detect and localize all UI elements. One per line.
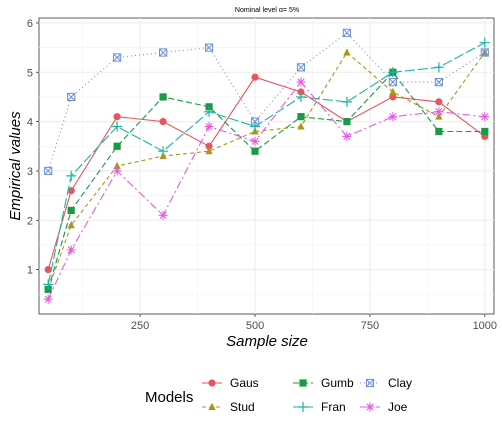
data-point-gaus bbox=[435, 98, 443, 106]
y-axis-title: Empirical values bbox=[7, 111, 24, 221]
data-point-clay bbox=[44, 166, 53, 176]
data-point-gumb bbox=[251, 147, 259, 155]
data-point-joe bbox=[388, 112, 398, 122]
data-point-fran bbox=[341, 96, 352, 107]
data-point-joe bbox=[158, 210, 168, 220]
y-tick-label: 6 bbox=[27, 18, 33, 30]
data-point-joe bbox=[204, 122, 214, 132]
data-point-joe bbox=[296, 77, 306, 87]
y-tick-label: 1 bbox=[27, 265, 33, 277]
x-tick-label: 750 bbox=[361, 320, 379, 332]
data-point-fran bbox=[158, 146, 169, 157]
data-point-stud bbox=[205, 147, 213, 155]
legend-title: Models bbox=[145, 389, 193, 406]
data-point-joe bbox=[434, 107, 444, 117]
y-tick-label: 4 bbox=[27, 117, 33, 129]
legend-label-clay: Clay bbox=[388, 376, 412, 390]
series-line-gumb bbox=[47, 71, 485, 290]
x-tick-label: 250 bbox=[131, 320, 149, 332]
series-fran bbox=[43, 37, 490, 290]
data-point-gaus bbox=[159, 118, 167, 126]
y-tick-label: 2 bbox=[27, 215, 33, 227]
data-point-joe bbox=[480, 112, 490, 122]
legend-marker-gumb bbox=[299, 379, 307, 387]
data-point-joe bbox=[112, 166, 122, 176]
data-point-clay bbox=[250, 117, 260, 126]
data-point-gumb bbox=[343, 118, 351, 126]
data-point-fran bbox=[204, 106, 215, 117]
data-point-gumb bbox=[67, 206, 75, 214]
series-layer bbox=[43, 28, 490, 304]
data-point-stud bbox=[297, 122, 305, 130]
data-point-gumb bbox=[435, 127, 443, 136]
legend-marker-joe bbox=[365, 402, 375, 412]
axes: 250 500 750 1000 1 2 3 4 5 6 bbox=[27, 18, 497, 332]
data-point-stud bbox=[389, 87, 397, 95]
series-line-clay bbox=[47, 32, 486, 172]
data-point-stud bbox=[67, 221, 75, 229]
data-point-clay bbox=[480, 48, 489, 57]
y-tick-label: 5 bbox=[27, 67, 33, 79]
y-tick-label: 3 bbox=[27, 166, 33, 178]
legend-label-stud: Stud bbox=[230, 400, 255, 414]
data-point-gumb bbox=[113, 142, 121, 150]
data-point-gaus bbox=[67, 187, 75, 195]
data-point-clay bbox=[67, 92, 76, 102]
data-point-clay bbox=[296, 63, 306, 72]
grid bbox=[39, 18, 494, 314]
data-point-clay bbox=[158, 48, 168, 57]
data-point-gaus bbox=[205, 142, 213, 150]
data-point-gumb bbox=[297, 113, 305, 121]
legend-label-fran: Fran bbox=[321, 400, 346, 414]
plot-panel bbox=[38, 17, 495, 315]
series-line-stud bbox=[47, 51, 486, 290]
data-point-joe bbox=[43, 294, 53, 304]
data-point-gaus bbox=[389, 93, 397, 101]
data-point-joe bbox=[342, 131, 352, 141]
series-clay bbox=[44, 28, 489, 176]
data-point-stud bbox=[113, 161, 121, 169]
data-point-fran bbox=[479, 37, 490, 48]
x-axis-title: Sample size bbox=[226, 333, 308, 350]
legend-label-joe: Joe bbox=[388, 400, 408, 414]
legend-label-gaus: Gaus bbox=[230, 376, 259, 390]
data-point-fran bbox=[295, 91, 306, 102]
series-joe bbox=[43, 77, 490, 304]
data-point-gumb bbox=[159, 93, 167, 101]
x-tick-label: 500 bbox=[246, 320, 264, 332]
data-point-fran bbox=[66, 170, 77, 181]
data-point-clay bbox=[342, 28, 352, 37]
legend-marker-stud bbox=[208, 402, 216, 410]
data-point-clay bbox=[388, 78, 397, 87]
data-point-gaus bbox=[251, 73, 259, 81]
legend-label-gumb: Gumb bbox=[321, 376, 354, 390]
data-point-clay bbox=[113, 53, 122, 62]
legend-marker-gaus bbox=[208, 379, 216, 387]
legend: Models Gaus Gumb Clay Stud Fran Joe bbox=[145, 376, 412, 414]
x-tick-label: 1000 bbox=[473, 320, 497, 332]
data-point-fran bbox=[250, 121, 261, 132]
data-point-stud bbox=[343, 48, 351, 56]
legend-marker-fran bbox=[298, 402, 308, 412]
data-point-joe bbox=[250, 136, 260, 146]
chart-title: Nominal level α= 5% bbox=[235, 7, 299, 14]
data-point-fran bbox=[43, 279, 54, 290]
data-point-clay bbox=[204, 43, 214, 52]
legend-marker-clay bbox=[365, 378, 375, 388]
data-point-joe bbox=[66, 245, 76, 255]
data-point-gumb bbox=[481, 127, 489, 136]
data-point-gaus bbox=[44, 266, 52, 274]
data-point-clay bbox=[434, 78, 443, 87]
data-point-gaus bbox=[113, 113, 121, 121]
data-point-fran bbox=[433, 62, 444, 73]
data-point-fran bbox=[112, 121, 123, 132]
data-point-fran bbox=[387, 67, 398, 78]
